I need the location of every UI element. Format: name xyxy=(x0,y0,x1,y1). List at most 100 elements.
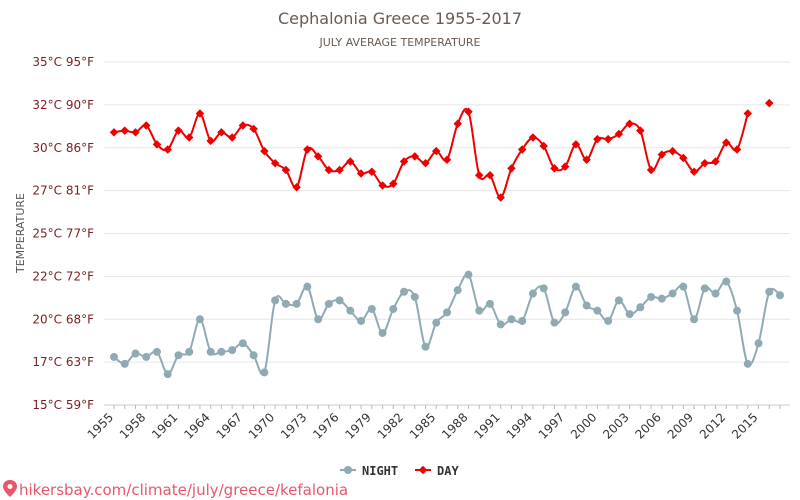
point-day[interactable] xyxy=(217,128,226,137)
point-night[interactable] xyxy=(238,339,247,348)
point-day[interactable] xyxy=(324,165,334,175)
source-url[interactable]: hikersbay.com/climate/july/greece/kefalo… xyxy=(19,481,348,499)
point-night[interactable] xyxy=(528,289,537,298)
point-day[interactable] xyxy=(421,158,430,168)
point-day[interactable] xyxy=(474,170,484,180)
point-day[interactable] xyxy=(109,128,119,137)
point-day[interactable] xyxy=(206,136,215,146)
point-night[interactable] xyxy=(754,339,763,348)
point-night[interactable] xyxy=(722,277,731,286)
point-night[interactable] xyxy=(733,306,742,315)
point-night[interactable] xyxy=(464,270,473,279)
point-day[interactable] xyxy=(227,133,237,142)
point-day[interactable] xyxy=(313,152,323,161)
point-night[interactable] xyxy=(163,370,172,379)
point-day[interactable] xyxy=(292,182,301,192)
point-night[interactable] xyxy=(496,320,505,329)
point-night[interactable] xyxy=(120,359,129,368)
point-night[interactable] xyxy=(443,308,451,317)
point-night[interactable] xyxy=(142,352,151,361)
point-day[interactable] xyxy=(120,126,129,135)
point-night[interactable] xyxy=(357,316,366,325)
point-night[interactable] xyxy=(324,299,333,308)
point-night[interactable] xyxy=(410,292,419,301)
point-night[interactable] xyxy=(582,301,591,310)
point-night[interactable] xyxy=(378,328,387,337)
point-night[interactable] xyxy=(421,342,430,351)
point-day[interactable] xyxy=(646,165,656,175)
point-night[interactable] xyxy=(206,347,215,356)
point-day[interactable] xyxy=(765,98,774,108)
point-night[interactable] xyxy=(561,308,570,317)
point-night[interactable] xyxy=(195,315,204,324)
point-night[interactable] xyxy=(271,296,280,305)
point-night[interactable] xyxy=(453,286,462,295)
point-day[interactable] xyxy=(335,165,344,175)
point-night[interactable] xyxy=(110,352,118,361)
point-day[interactable] xyxy=(131,128,140,137)
point-day[interactable] xyxy=(485,170,495,180)
point-day[interactable] xyxy=(141,121,151,130)
point-night[interactable] xyxy=(346,306,355,315)
point-night[interactable] xyxy=(485,299,494,308)
point-night[interactable] xyxy=(303,282,312,291)
point-day[interactable] xyxy=(195,109,205,118)
point-day[interactable] xyxy=(507,164,516,173)
point-night[interactable] xyxy=(571,282,580,291)
point-night[interactable] xyxy=(604,316,613,325)
point-night[interactable] xyxy=(314,315,323,324)
point-night[interactable] xyxy=(550,318,559,327)
point-day[interactable] xyxy=(281,165,291,175)
point-night[interactable] xyxy=(647,292,656,301)
legend-item-night[interactable]: NIGHT xyxy=(340,464,398,478)
point-night[interactable] xyxy=(475,306,484,315)
source-watermark[interactable]: hikersbay.com/climate/july/greece/kefalo… xyxy=(3,480,348,499)
point-night[interactable] xyxy=(657,294,666,303)
point-night[interactable] xyxy=(518,316,527,325)
point-night[interactable] xyxy=(679,282,688,291)
point-day[interactable] xyxy=(367,167,377,177)
point-night[interactable] xyxy=(507,315,516,324)
point-day[interactable] xyxy=(442,155,452,164)
point-night[interactable] xyxy=(776,291,784,300)
point-day[interactable] xyxy=(303,145,312,154)
point-night[interactable] xyxy=(228,346,237,355)
point-night[interactable] xyxy=(614,296,623,305)
point-night[interactable] xyxy=(131,349,140,358)
point-night[interactable] xyxy=(400,287,409,296)
point-night[interactable] xyxy=(690,315,699,324)
point-night[interactable] xyxy=(711,289,720,298)
point-night[interactable] xyxy=(152,347,161,356)
point-night[interactable] xyxy=(281,299,290,308)
point-night[interactable] xyxy=(185,347,194,356)
point-day[interactable] xyxy=(636,126,645,135)
point-day[interactable] xyxy=(389,179,398,189)
point-day[interactable] xyxy=(378,181,387,190)
point-day[interactable] xyxy=(603,134,613,144)
point-night[interactable] xyxy=(335,296,344,305)
point-day[interactable] xyxy=(399,157,409,166)
point-day[interactable] xyxy=(356,169,366,178)
legend-item-day[interactable]: DAY xyxy=(415,464,459,478)
point-night[interactable] xyxy=(174,351,183,360)
point-day[interactable] xyxy=(432,146,441,156)
point-night[interactable] xyxy=(260,368,269,377)
point-day[interactable] xyxy=(732,145,742,154)
point-day[interactable] xyxy=(496,193,505,202)
point-night[interactable] xyxy=(539,284,548,293)
point-day[interactable] xyxy=(453,119,462,128)
point-night[interactable] xyxy=(765,287,774,296)
point-day[interactable] xyxy=(410,152,420,161)
point-day[interactable] xyxy=(260,146,269,156)
point-night[interactable] xyxy=(743,359,752,368)
point-day[interactable] xyxy=(163,145,172,154)
point-night[interactable] xyxy=(700,284,709,293)
point-day[interactable] xyxy=(270,158,280,168)
point-day[interactable] xyxy=(174,126,183,135)
point-night[interactable] xyxy=(249,351,258,360)
point-night[interactable] xyxy=(636,303,645,312)
point-night[interactable] xyxy=(292,299,301,308)
point-day[interactable] xyxy=(184,133,194,142)
point-day[interactable] xyxy=(743,109,753,118)
point-night[interactable] xyxy=(668,289,677,298)
